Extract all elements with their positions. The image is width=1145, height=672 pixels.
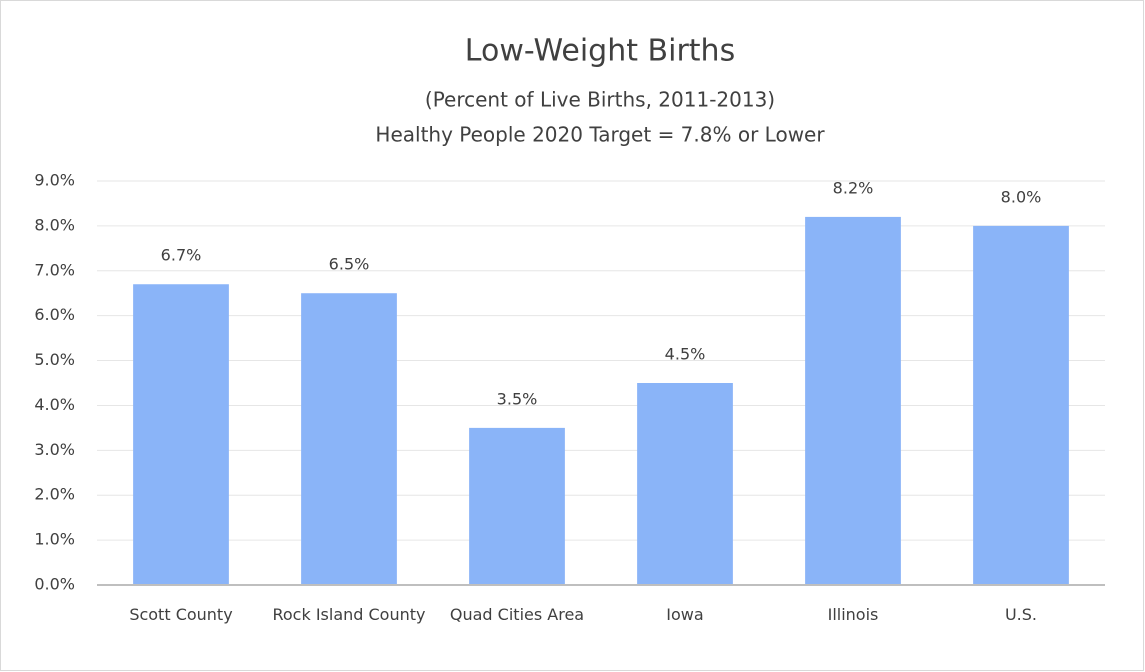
bar bbox=[469, 427, 565, 585]
x-tick-label: Iowa bbox=[666, 605, 704, 624]
x-tick-label: Illinois bbox=[827, 605, 879, 624]
bar bbox=[133, 284, 229, 585]
bar bbox=[805, 216, 901, 585]
data-label: 4.5% bbox=[665, 345, 706, 364]
bar bbox=[973, 225, 1069, 585]
y-tick-label: 2.0% bbox=[34, 485, 75, 504]
y-tick-label: 3.0% bbox=[34, 440, 75, 459]
chart-title: Low-Weight Births bbox=[465, 34, 735, 69]
x-tick-label: U.S. bbox=[1004, 605, 1038, 624]
x-tick-label: Rock Island County bbox=[272, 605, 426, 624]
y-tick-label: 7.0% bbox=[34, 260, 75, 279]
y-tick-label: 9.0% bbox=[34, 171, 75, 190]
bar bbox=[301, 293, 397, 585]
y-tick-label: 0.0% bbox=[34, 575, 75, 594]
y-tick-label: 4.0% bbox=[34, 395, 75, 414]
data-label: 6.5% bbox=[329, 255, 370, 274]
y-tick-label: 6.0% bbox=[34, 305, 75, 324]
x-tick-label: Quad Cities Area bbox=[449, 605, 585, 624]
data-label: 8.0% bbox=[1001, 187, 1042, 206]
chart-subtitle: Healthy People 2020 Target = 7.8% or Low… bbox=[375, 123, 825, 147]
y-tick-label: 5.0% bbox=[34, 350, 75, 369]
x-tick-label: Scott County bbox=[129, 605, 233, 624]
data-label: 3.5% bbox=[497, 389, 538, 408]
data-label: 8.2% bbox=[833, 178, 874, 197]
data-label: 6.7% bbox=[161, 246, 202, 265]
y-tick-label: 8.0% bbox=[34, 215, 75, 234]
chart-subtitle: (Percent of Live Births, 2011-2013) bbox=[425, 88, 775, 112]
y-tick-label: 1.0% bbox=[34, 530, 75, 549]
bar bbox=[637, 383, 733, 585]
